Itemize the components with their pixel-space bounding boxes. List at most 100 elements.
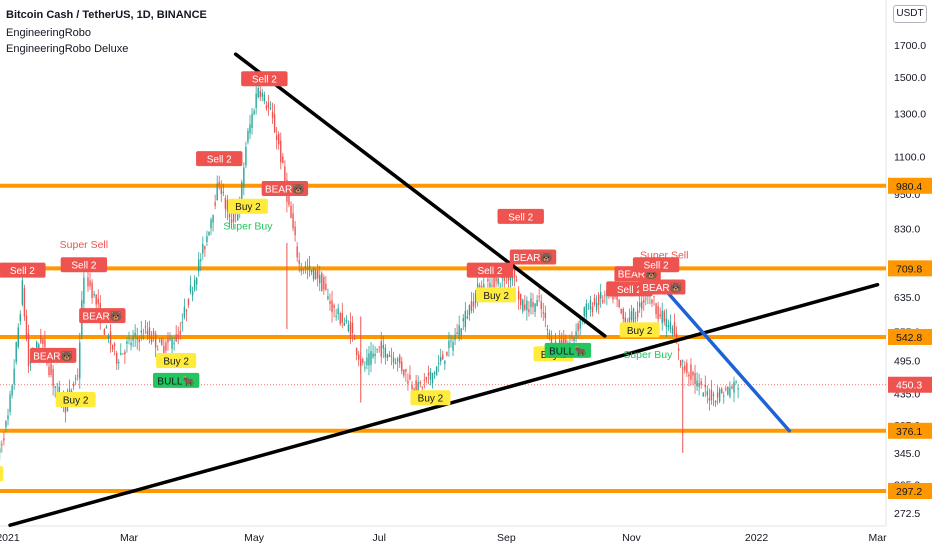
- sell-signal-label: BEAR🐻: [265, 182, 305, 195]
- sell-signal-label-bg: [0, 262, 46, 278]
- candle-body: [632, 308, 635, 324]
- candle-body: [411, 384, 413, 390]
- candle-body: [372, 353, 374, 358]
- candle-body: [737, 388, 739, 390]
- symbol-title[interactable]: Bitcoin Cash / TetherUS, 1D, BINANCE: [6, 9, 207, 21]
- candle-body: [230, 219, 233, 223]
- candle-body: [733, 382, 735, 393]
- candle-body: [544, 312, 547, 319]
- candle-body: [120, 353, 122, 355]
- candle-body: [515, 279, 518, 281]
- level-price-tag-bg: [888, 483, 932, 499]
- candle-body: [597, 294, 600, 305]
- candle-body: [702, 392, 704, 397]
- x-tick-label: Mar: [869, 532, 888, 544]
- candle-body: [214, 202, 216, 206]
- candle-body: [226, 199, 229, 212]
- candle-body: [595, 302, 598, 310]
- super-buy-label: Super Buy: [623, 349, 673, 361]
- candle-body: [259, 90, 261, 98]
- candle-body: [261, 92, 264, 97]
- indicator-legend-1[interactable]: EngineeringRobo: [6, 27, 92, 39]
- sell-signal-label: Sell 2: [617, 285, 642, 296]
- candle-body: [437, 363, 440, 365]
- candle-body: [450, 340, 452, 342]
- candle-body: [148, 327, 151, 339]
- candle-body: [495, 278, 497, 282]
- candle-body: [7, 415, 9, 420]
- candle-body: [89, 280, 91, 287]
- candle-body: [161, 338, 163, 345]
- candle-body: [298, 260, 300, 264]
- candle-body: [460, 328, 462, 336]
- candle-body: [216, 183, 218, 201]
- candle-body: [456, 332, 458, 335]
- candle-body: [483, 284, 485, 289]
- candle-body: [275, 135, 278, 141]
- candle-body: [464, 310, 467, 328]
- candle-body: [181, 322, 184, 324]
- candle-body: [144, 326, 147, 328]
- candle-body: [472, 301, 475, 307]
- candle-body: [669, 322, 672, 330]
- y-tick-label: 1100.0: [894, 151, 925, 163]
- x-tick-label: Nov: [622, 532, 641, 544]
- currency-button[interactable]: USDT: [893, 5, 927, 23]
- indicator-legend-2[interactable]: EngineeringRobo Deluxe: [6, 43, 129, 55]
- candle-body: [167, 337, 169, 343]
- candle-body: [636, 310, 639, 318]
- candle-body: [292, 213, 294, 229]
- candle-body: [540, 301, 542, 310]
- candle-body: [312, 267, 315, 280]
- trendline: [233, 52, 607, 338]
- candle-body: [593, 297, 596, 305]
- buy-signal-label: Buy 2: [163, 357, 189, 368]
- candle-body: [364, 367, 366, 369]
- x-tick-label: Jul: [372, 532, 385, 544]
- candle-body: [643, 299, 645, 303]
- buy-signal-label-bg: [619, 322, 660, 338]
- candle-body: [388, 354, 391, 358]
- candle-body: [634, 317, 637, 319]
- candle-body: [193, 280, 196, 290]
- candle-body: [630, 311, 633, 321]
- candle-body: [651, 299, 653, 304]
- candle-body: [206, 236, 208, 242]
- candle-body: [688, 374, 690, 377]
- candle-body: [93, 293, 95, 296]
- candle-body: [247, 130, 249, 142]
- candle-body: [56, 383, 58, 385]
- candle-body: [13, 368, 15, 385]
- candle-body: [604, 294, 606, 296]
- candle-body: [392, 357, 395, 363]
- candle-body: [433, 372, 436, 374]
- candle-body: [599, 292, 602, 299]
- candle-body: [417, 382, 419, 397]
- level-price-tag-bg: [888, 328, 932, 345]
- candle-body: [171, 338, 173, 349]
- candle-body: [179, 331, 181, 335]
- bull-signal-label-bg: [152, 372, 200, 388]
- level-price-tag-bg: [888, 177, 932, 194]
- candle-body: [423, 379, 426, 381]
- candle-body: [696, 380, 698, 387]
- candle-body: [474, 293, 477, 304]
- candle-body: [136, 337, 138, 340]
- candle-body: [130, 343, 132, 346]
- candle-body: [249, 124, 251, 134]
- sell-signal-label: Sell 2: [10, 266, 35, 277]
- candle-body: [278, 133, 280, 145]
- candle-body: [154, 333, 157, 348]
- candle-body: [175, 334, 177, 342]
- candle-body: [290, 205, 292, 219]
- candle-body: [157, 349, 159, 351]
- candle-body: [727, 387, 729, 395]
- candle-body: [150, 337, 153, 343]
- bull-signal-label: BULL🐂: [157, 375, 194, 387]
- candle-body: [288, 189, 290, 205]
- candle-body: [723, 395, 725, 397]
- candle-body: [468, 305, 471, 315]
- candle-body: [536, 300, 538, 307]
- level-price-tag: 709.8: [896, 263, 922, 275]
